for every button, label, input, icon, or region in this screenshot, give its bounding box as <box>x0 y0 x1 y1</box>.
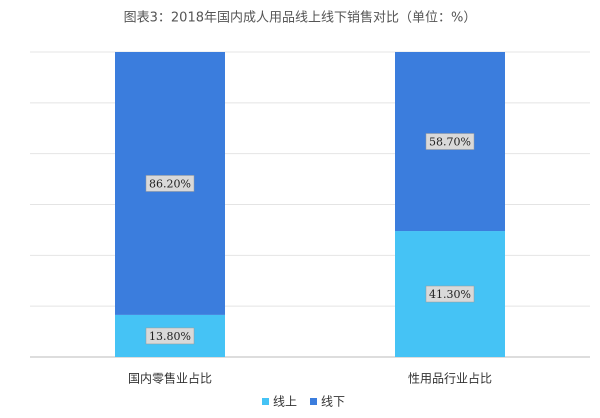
value-label-box <box>425 285 475 303</box>
legend-label: 线下 <box>321 395 345 409</box>
chart-title: 图表3：2018年国内成人用品线上线下销售对比（单位：%） <box>124 10 477 26</box>
value-label-box <box>145 327 195 345</box>
value-label: 58.70% <box>429 136 471 149</box>
value-label-box <box>425 133 475 150</box>
legend-label: 线上 <box>273 395 297 409</box>
value-label: 41.30% <box>429 288 471 301</box>
value-label-box <box>145 175 195 192</box>
legend-swatch <box>262 398 269 405</box>
legend-swatch <box>310 398 317 405</box>
value-label: 13.80% <box>149 330 191 343</box>
x-tick-label: 国内零售业占比 <box>128 371 212 386</box>
value-label: 86.20% <box>149 177 191 190</box>
x-tick-label: 性用品行业占比 <box>408 371 492 386</box>
